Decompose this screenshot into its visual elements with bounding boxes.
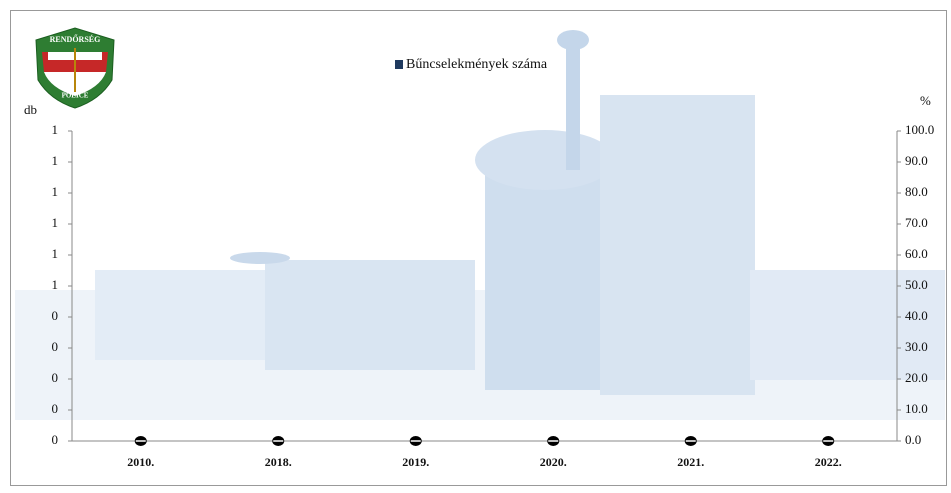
y-tick-label: 0 xyxy=(52,370,59,385)
x-tick-label: 2022. xyxy=(815,455,842,469)
data-point xyxy=(409,436,422,446)
y-tick-label: 1 xyxy=(52,153,59,168)
y-tick-label: 1 xyxy=(52,277,59,292)
y2-tick-label: 20.0 xyxy=(905,370,928,385)
y-axis-title: db xyxy=(24,102,37,117)
y-tick-label: 0 xyxy=(52,339,59,354)
x-tick-label: 2010. xyxy=(127,455,154,469)
y-tick-label: 0 xyxy=(52,401,59,416)
y2-axis-title: % xyxy=(920,93,931,108)
data-point xyxy=(134,436,147,446)
y2-tick-label: 90.0 xyxy=(905,153,928,168)
legend-swatch xyxy=(395,60,403,69)
y2-tick-label: 80.0 xyxy=(905,184,928,199)
y2-tick-label: 70.0 xyxy=(905,215,928,230)
data-point xyxy=(547,436,560,446)
y2-tick-label: 0.0 xyxy=(905,432,921,447)
y-tick-label: 0 xyxy=(52,432,59,447)
police-logo: RENDŐRSÉG POLICE xyxy=(35,27,115,109)
y2-tick-label: 30.0 xyxy=(905,339,928,354)
y-tick-label: 1 xyxy=(52,246,59,261)
y2-tick-label: 10.0 xyxy=(905,401,928,416)
y2-tick-label: 40.0 xyxy=(905,308,928,323)
y-tick-label: 0 xyxy=(52,308,59,323)
x-tick-label: 2021. xyxy=(677,455,704,469)
y-tick-label: 1 xyxy=(52,184,59,199)
data-point xyxy=(272,436,285,446)
background-building xyxy=(15,30,945,420)
x-tick-label: 2020. xyxy=(540,455,567,469)
data-point xyxy=(684,436,697,446)
data-point xyxy=(822,436,835,446)
y2-tick-label: 60.0 xyxy=(905,246,928,261)
y-tick-label: 1 xyxy=(52,215,59,230)
legend-label: Bűncselekmények száma xyxy=(406,57,548,72)
x-tick-label: 2018. xyxy=(265,455,292,469)
logo-bottom-text: POLICE xyxy=(62,92,89,100)
y-tick-label: 1 xyxy=(52,122,59,137)
logo-top-text: RENDŐRSÉG xyxy=(50,34,101,44)
x-tick-label: 2019. xyxy=(402,455,429,469)
y2-tick-label: 100.0 xyxy=(905,122,934,137)
y2-tick-label: 50.0 xyxy=(905,277,928,292)
